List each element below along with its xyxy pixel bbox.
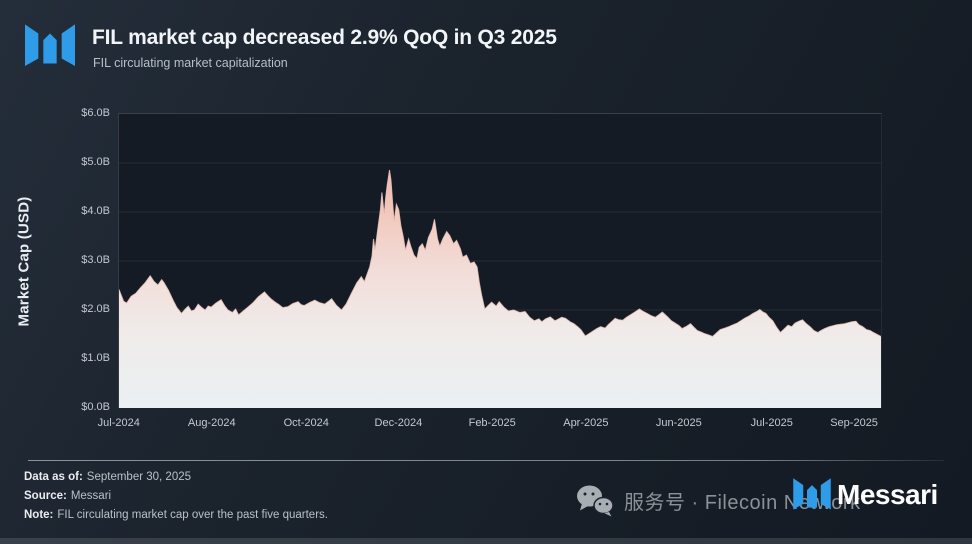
chart-title: FIL market cap decreased 2.9% QoQ in Q3 … [92,26,557,49]
footer-divider [28,460,944,461]
y-tick-label: $1.0B [81,352,110,364]
brand-wordmark: Messari [837,478,938,510]
messari-brand: Messari [793,477,938,512]
x-tick-label: Jul-2025 [750,417,793,429]
source-label: Source: [24,490,67,502]
area-series-outline [119,169,881,338]
y-tick-label: $2.0B [81,303,110,315]
x-tick-label: Apr-2025 [563,417,609,429]
y-tick-label: $5.0B [81,156,110,168]
area-series-fil-market-cap [119,169,881,408]
y-tick-label: $6.0B [81,107,110,119]
x-tick-label: Sep-2025 [830,417,878,429]
x-tick-label: Dec-2024 [374,417,423,429]
data-as-of-line: Data as of: September 30, 2025 [24,471,191,483]
chart-subtitle: FIL circulating market capitalization [93,56,288,70]
x-tick-label: Jun-2025 [655,417,702,429]
x-tick-label: Jul-2024 [97,417,140,429]
y-tick-label: $4.0B [81,205,110,217]
data-as-of-label: Data as of: [24,471,83,483]
y-tick-label: $3.0B [81,254,110,266]
note-value: FIL circulating market cap over the past… [57,509,328,521]
wechat-icon [577,485,614,517]
source-line: Source: Messari [24,490,111,502]
bottom-edge-strip [0,538,972,544]
x-tick-label: Feb-2025 [468,417,516,429]
area-chart [119,162,881,408]
plot-area [118,113,882,408]
y-tick-label: $0.0B [81,401,110,413]
source-value: Messari [70,490,112,502]
note-label: Note: [24,509,54,521]
note-line: Note: FIL circulating market cap over the… [24,509,328,521]
data-as-of-value: September 30, 2025 [86,471,192,483]
messari-logo-icon [25,24,75,66]
messari-logo-icon-small [793,478,831,510]
x-tick-label: Aug-2024 [187,417,236,429]
x-tick-label: Oct-2024 [283,417,329,429]
